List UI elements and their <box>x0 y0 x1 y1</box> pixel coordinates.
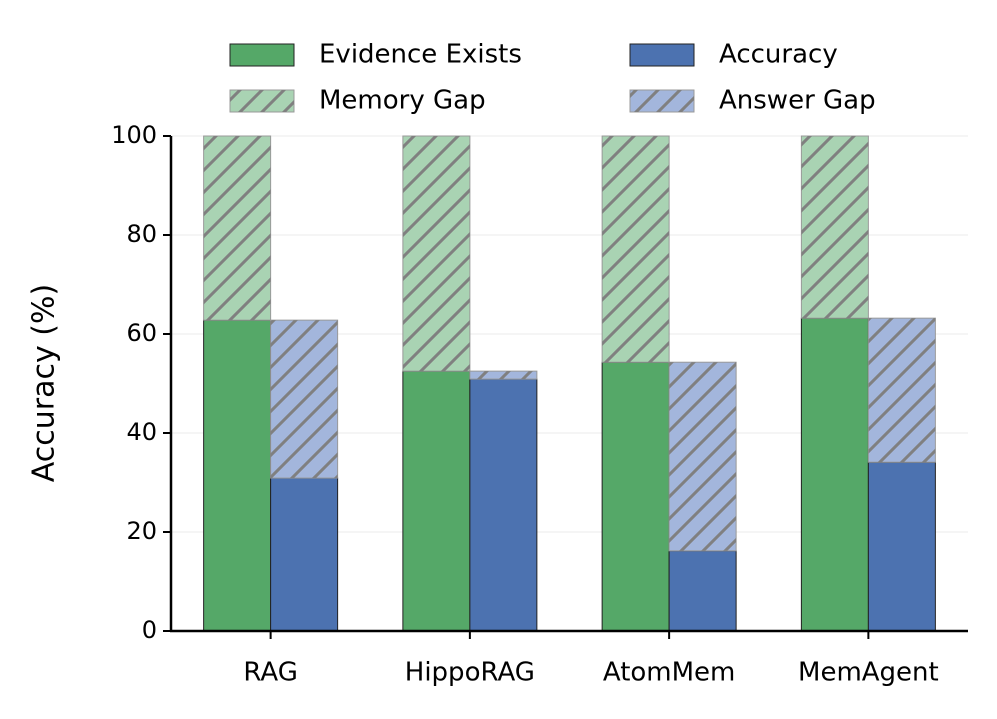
bar-hatch <box>801 136 869 319</box>
legend-hatch <box>230 90 294 112</box>
y-tick-label: 0 <box>142 616 157 644</box>
x-tick-label: MemAgent <box>798 658 939 688</box>
bar-segment <box>203 319 272 632</box>
bar-segment <box>270 477 339 632</box>
legend-swatch <box>629 43 695 67</box>
x-tick-label: AtomMem <box>603 658 736 688</box>
y-tick-label: 60 <box>126 319 157 347</box>
legend-label: Answer Gap <box>719 86 876 116</box>
x-tick-label: HippoRAG <box>405 658 535 688</box>
bar-hatch <box>203 136 271 321</box>
y-axis-label: Accuracy (%) <box>27 284 62 482</box>
bar-hatch <box>868 318 936 463</box>
bar-segment <box>601 361 670 632</box>
bar-hatch <box>402 136 470 372</box>
y-tick-label: 80 <box>126 220 157 248</box>
legend-label: Memory Gap <box>319 86 486 116</box>
bar-segment <box>867 461 936 632</box>
bar-segment <box>800 317 869 632</box>
bar-hatch <box>669 362 737 551</box>
bar-hatch <box>602 136 670 363</box>
bar-segment <box>402 370 471 632</box>
bar-hatch <box>469 371 537 380</box>
legend-label: Accuracy <box>719 40 838 70</box>
bar-segment <box>668 550 737 632</box>
legend-swatch <box>229 43 295 67</box>
legend-label: Evidence Exists <box>319 40 522 70</box>
x-tick-label: RAG <box>243 658 298 688</box>
bar-segment <box>469 378 538 632</box>
legend-hatch <box>630 90 694 112</box>
y-tick-label: 20 <box>126 517 157 545</box>
y-tick-label: 100 <box>111 121 157 149</box>
bar-hatch <box>270 320 338 479</box>
y-tick-label: 40 <box>126 418 157 446</box>
